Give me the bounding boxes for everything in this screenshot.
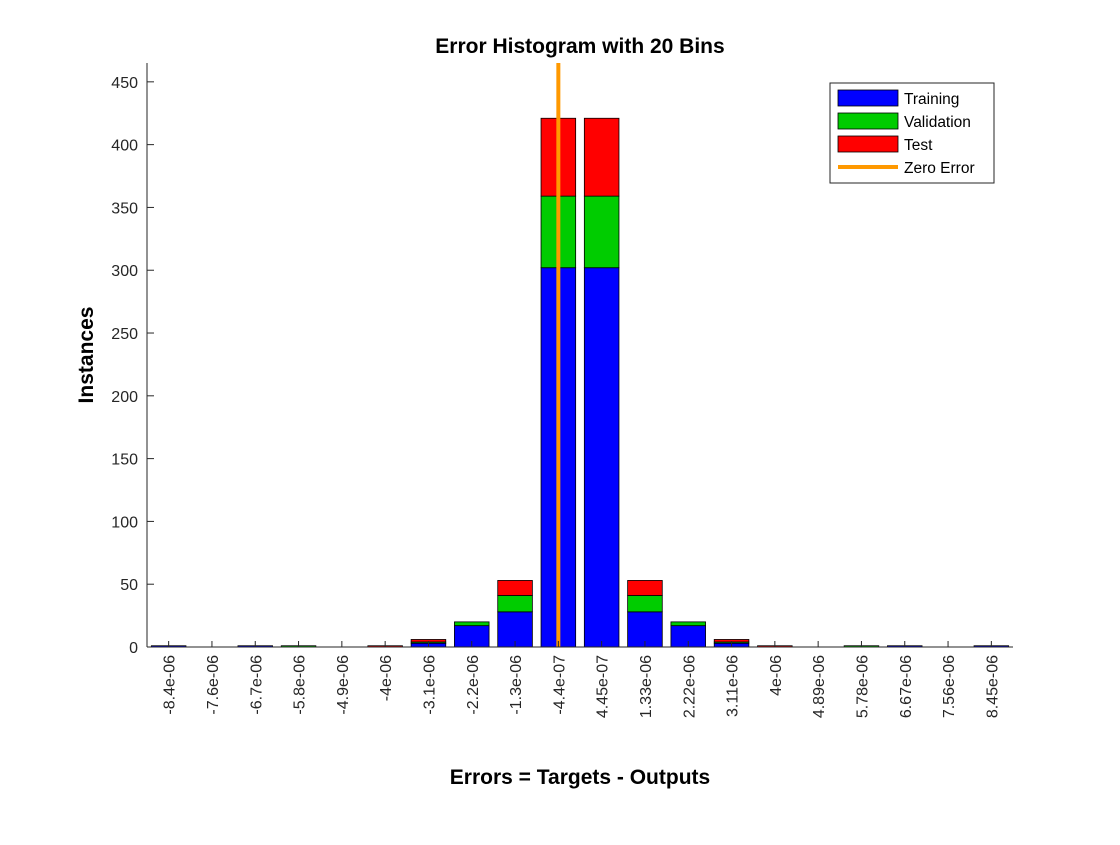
y-tick-label: 350: [111, 200, 138, 217]
x-tick-label: 2.22e-06: [681, 655, 698, 718]
x-tick-label: -7.6e-06: [205, 655, 222, 715]
y-tick-label: 300: [111, 263, 138, 280]
legend-swatch-validation: [837, 112, 899, 130]
x-tick-label: -1.3e-06: [508, 655, 525, 715]
legend-label: Test: [904, 137, 933, 154]
bar-validation-11: [627, 595, 663, 613]
legend-label: Zero Error: [904, 160, 975, 177]
legend-label: Training: [904, 91, 959, 108]
x-tick-label: 7.56e-06: [941, 655, 958, 718]
x-tick-label: 8.45e-06: [984, 655, 1001, 718]
x-tick-label: 4e-06: [768, 655, 785, 696]
chart-title: Error Histogram with 20 Bins: [435, 35, 724, 58]
x-tick-label: -6.7e-06: [248, 655, 265, 715]
x-tick-label: 1.33e-06: [638, 655, 655, 718]
x-tick-label: -8.4e-06: [162, 655, 179, 715]
x-tick-label: -4e-06: [378, 655, 395, 701]
y-tick-label: 100: [111, 514, 138, 531]
y-tick-label: 250: [111, 326, 138, 343]
x-tick-label: 5.78e-06: [854, 655, 871, 718]
y-tick-label: 150: [111, 452, 138, 469]
x-tick-label: 4.89e-06: [811, 655, 828, 718]
x-tick-label: 4.45e-07: [595, 655, 612, 718]
x-tick-label: 6.67e-06: [898, 655, 915, 718]
x-axis-label: Errors = Targets - Outputs: [450, 766, 710, 789]
bar-test-10: [583, 117, 620, 197]
bar-test-8: [497, 580, 533, 596]
bar-test-11: [627, 580, 663, 596]
y-tick-label: 400: [111, 138, 138, 155]
x-tick-label: -5.8e-06: [292, 655, 309, 715]
legend-swatch-test: [837, 135, 899, 153]
x-tick-label: -3.1e-06: [421, 655, 438, 715]
x-tick-label: 3.11e-06: [725, 655, 742, 717]
bar-validation-8: [497, 595, 533, 613]
x-tick-label: -4.9e-06: [335, 655, 352, 715]
y-axis-label: Instances: [75, 307, 98, 404]
plot-area: 0 50 100 150 200 250 300 350 400 450 -8.4e-06 -7.6e…: [111, 63, 1013, 718]
y-tick-label: 450: [111, 75, 138, 92]
legend: Training Validation Test Zero Error: [829, 82, 995, 184]
legend-swatch-training: [837, 89, 899, 107]
legend-label: Validation: [904, 114, 971, 131]
bar-validation-12: [670, 621, 706, 627]
bar-training-10: [583, 267, 620, 648]
x-tick-label: -2.2e-06: [465, 655, 482, 715]
y-tick-label: 200: [111, 389, 138, 406]
bar-validation-7: [454, 621, 490, 627]
y-tick-label: 50: [120, 577, 138, 594]
bar-validation-10: [583, 195, 620, 269]
x-tick-label: -4.4e-07: [551, 655, 568, 715]
y-tick-label: 0: [129, 640, 138, 657]
